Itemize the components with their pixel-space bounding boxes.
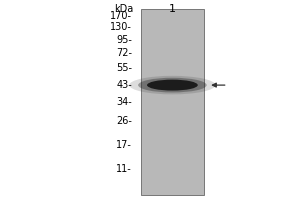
Text: 11-: 11- xyxy=(116,164,132,174)
Text: 130-: 130- xyxy=(110,22,132,32)
Bar xyxy=(141,9,204,195)
Text: 26-: 26- xyxy=(116,116,132,126)
Text: 17-: 17- xyxy=(116,140,132,150)
Text: 55-: 55- xyxy=(116,63,132,73)
Text: 72-: 72- xyxy=(116,48,132,58)
Text: 95-: 95- xyxy=(116,35,132,45)
Ellipse shape xyxy=(138,78,207,92)
Text: 1: 1 xyxy=(169,4,176,14)
Ellipse shape xyxy=(147,80,198,91)
Text: 43-: 43- xyxy=(116,80,132,90)
Ellipse shape xyxy=(129,76,215,94)
Text: 170-: 170- xyxy=(110,11,132,21)
Text: kDa: kDa xyxy=(114,4,134,14)
Text: 34-: 34- xyxy=(116,97,132,107)
